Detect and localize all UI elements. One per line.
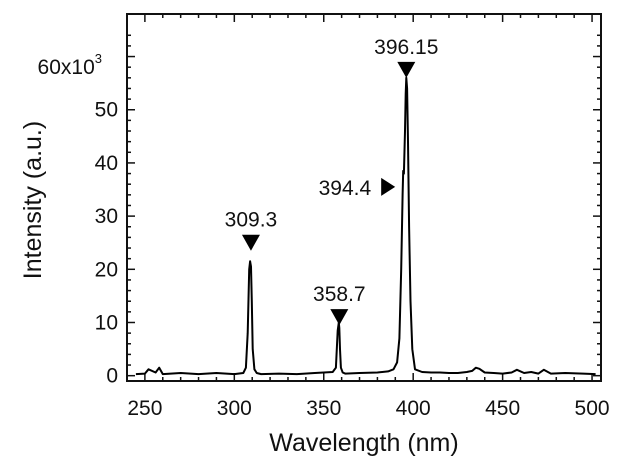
y-tick-label: 40 [95,152,118,175]
x-tick-label: 450 [485,397,520,420]
peak-label: 396.15 [374,36,438,59]
y-tick-label: 50 [95,99,118,122]
y-axis-title: Intensity (a.u.) [19,121,47,279]
y-multiplier-base: 60x10 [38,56,95,79]
plot-frame [126,13,602,382]
y-tick-labels: 0 10 20 30 40 50 [95,99,118,388]
x-tick-labels: 250 300 350 400 450 500 [127,397,609,420]
x-tick-label: 350 [306,397,341,420]
peak-marker-triangle [381,177,396,196]
x-tick-label: 400 [396,397,431,420]
x-tick-label: 300 [217,397,252,420]
y-tick-label: 30 [95,205,118,228]
peak-label: 394.4 [319,177,372,200]
peak-label: 358.7 [313,283,366,306]
y-multiplier-label: 60x103 [38,51,102,79]
peak-label: 309.3 [225,209,278,232]
y-tick-label: 0 [106,365,118,388]
x-tick-label: 500 [575,397,610,420]
x-axis-title: Wavelength (nm) [269,429,458,457]
x-tick-label: 250 [127,397,162,420]
peak-marker-triangle [241,234,260,251]
peak-marker-triangle [397,61,416,78]
spectrum-line [135,76,596,376]
axis-ticks [127,14,601,381]
y-tick-label: 20 [95,258,118,281]
y-tick-label: 10 [95,311,118,334]
peak-marker-triangle [330,309,349,326]
y-multiplier-exponent: 3 [95,51,102,66]
peak-annotations: 309.3 358.7 396.15 394.4 [225,36,438,326]
